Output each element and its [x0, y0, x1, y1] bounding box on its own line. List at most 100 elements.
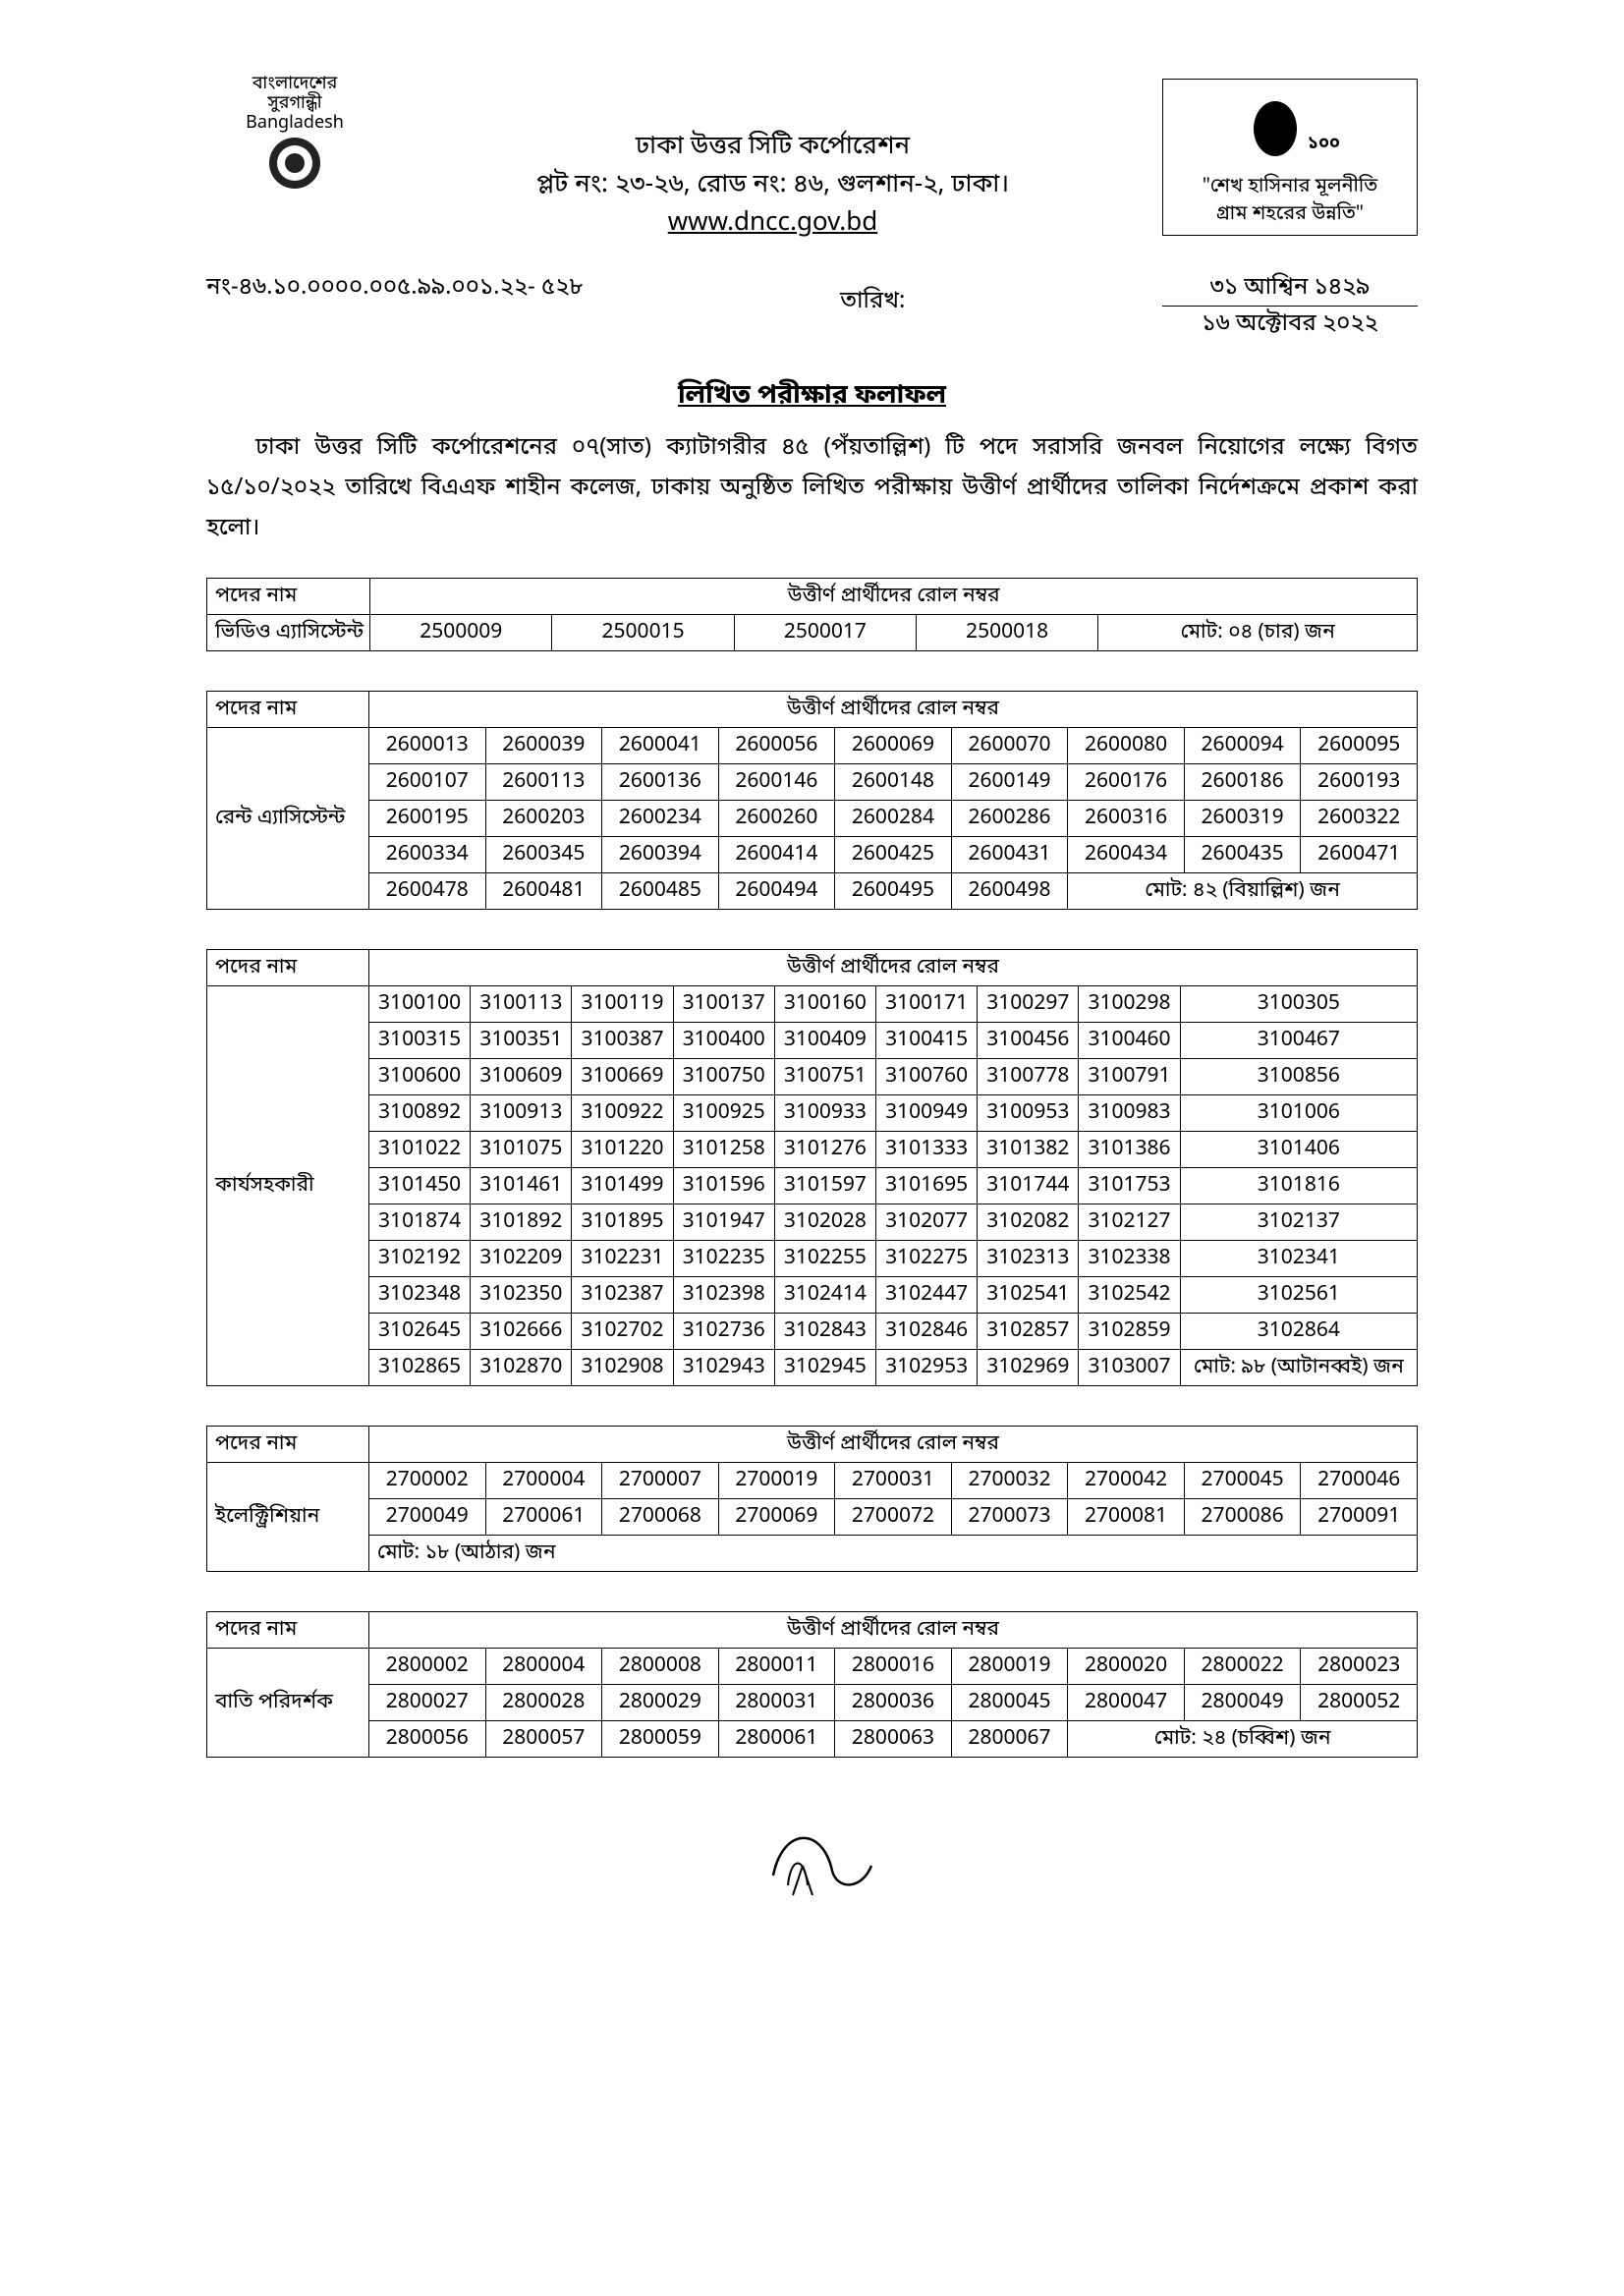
org-website[interactable]: www.dncc.gov.bd — [383, 204, 1162, 243]
post-name: বাতি পরিদর্শক — [207, 1649, 369, 1758]
total: মোট: ৪২ (বিয়াল্লিশ) জন — [1068, 873, 1418, 910]
roll: 2600434 — [1068, 837, 1185, 873]
col-post-label: পদের নাম — [207, 579, 370, 615]
roll: 3102209 — [471, 1241, 572, 1277]
roll: 3101816 — [1180, 1168, 1417, 1204]
memo-number: নং-৪৬.১০.০০০০.০০৫.৯৯.০০১.২২- ৫২৮ — [206, 272, 584, 304]
roll: 2700031 — [835, 1463, 952, 1499]
roll: 3102028 — [774, 1204, 875, 1241]
roll: 3102275 — [876, 1241, 978, 1277]
roll: 2600195 — [369, 801, 486, 837]
roll: 3100791 — [1079, 1059, 1180, 1095]
roll: 2600345 — [485, 837, 602, 873]
roll: 2600481 — [485, 873, 602, 910]
roll: 2600094 — [1184, 728, 1301, 764]
roll: 3102387 — [572, 1277, 673, 1314]
roll: 3100913 — [471, 1095, 572, 1132]
roll: 3100415 — [876, 1023, 978, 1059]
roll: 3100922 — [572, 1095, 673, 1132]
roll: 3102945 — [774, 1350, 875, 1386]
roll: 2700004 — [485, 1463, 602, 1499]
roll: 3101499 — [572, 1168, 673, 1204]
roll: 3100751 — [774, 1059, 875, 1095]
roll: 2800011 — [718, 1649, 835, 1685]
roll: 2600041 — [602, 728, 719, 764]
roll: 2600414 — [718, 837, 835, 873]
roll: 2500015 — [552, 615, 734, 651]
roll: 3100409 — [774, 1023, 875, 1059]
roll: 3102348 — [369, 1277, 471, 1314]
roll: 2600095 — [1301, 728, 1418, 764]
roll: 3102398 — [673, 1277, 774, 1314]
memo-date-row: নং-৪৬.১০.০০০০.০০৫.৯৯.০০১.২২- ৫২৮ তারিখ: … — [206, 272, 1418, 340]
table-video-assistant: পদের নাম উত্তীর্ণ প্রার্থীদের রোল নম্বর … — [206, 578, 1418, 651]
roll: 2700068 — [602, 1499, 719, 1536]
page: বাংলাদেশের সুরগান্ধ্বী Bangladesh ঢাকা উ… — [0, 0, 1624, 2296]
roll: 2800004 — [485, 1649, 602, 1685]
post-name: ইলেক্ট্রিশিয়ান — [207, 1463, 369, 1572]
roll: 2600498 — [951, 873, 1068, 910]
roll: 2800019 — [951, 1649, 1068, 1685]
roll: 3100467 — [1180, 1023, 1417, 1059]
roll: 3102666 — [471, 1314, 572, 1350]
roll: 3102341 — [1180, 1241, 1417, 1277]
roll: 2600322 — [1301, 801, 1418, 837]
roll: 3100298 — [1079, 986, 1180, 1023]
roll: 2700091 — [1301, 1499, 1418, 1536]
roll: 3101895 — [572, 1204, 673, 1241]
roll: 3101022 — [369, 1132, 471, 1168]
table-work-assistant: পদের নাম উত্তীর্ণ প্রার্থীদের রোল নম্বর … — [206, 949, 1418, 1386]
roll: 3101874 — [369, 1204, 471, 1241]
roll: 2800063 — [835, 1721, 952, 1758]
roll: 2600186 — [1184, 764, 1301, 801]
roll: 3101892 — [471, 1204, 572, 1241]
roll: 2600478 — [369, 873, 486, 910]
roll: 3100456 — [978, 1023, 1079, 1059]
roll: 3101461 — [471, 1168, 572, 1204]
roll: 2600149 — [951, 764, 1068, 801]
date-block: ৩১ আশ্বিন ১৪২৯ ১৬ অক্টোবর ২০২২ — [1162, 272, 1418, 340]
roll: 3102082 — [978, 1204, 1079, 1241]
col-post-label: পদের নাম — [207, 1427, 369, 1463]
roll: 3102561 — [1180, 1277, 1417, 1314]
roll: 3102843 — [774, 1314, 875, 1350]
col-roll-label: উত্তীর্ণ প্রার্থীদের রোল নম্বর — [369, 1612, 1418, 1649]
roll: 3100113 — [471, 986, 572, 1023]
roll: 2600070 — [951, 728, 1068, 764]
roll: 2600435 — [1184, 837, 1301, 873]
roll: 3102137 — [1180, 1204, 1417, 1241]
roll: 3102235 — [673, 1241, 774, 1277]
roll: 3102859 — [1079, 1314, 1180, 1350]
roll: 3102077 — [876, 1204, 978, 1241]
roll: 3100609 — [471, 1059, 572, 1095]
roll: 3100387 — [572, 1023, 673, 1059]
roll: 3101450 — [369, 1168, 471, 1204]
roll: 2800049 — [1184, 1685, 1301, 1721]
roll: 3100750 — [673, 1059, 774, 1095]
roll: 3101382 — [978, 1132, 1079, 1168]
roll: 2700072 — [835, 1499, 952, 1536]
signature-icon — [714, 1797, 911, 1905]
center-heading: ঢাকা উত্তর সিটি কর্পোরেশন প্লট নং: ২৩-২৬… — [383, 79, 1162, 243]
roll: 3101006 — [1180, 1095, 1417, 1132]
roll: 2600148 — [835, 764, 952, 801]
roll: 3100460 — [1079, 1023, 1180, 1059]
roll: 3102447 — [876, 1277, 978, 1314]
total: মোট: ৯৮ (আটানব্বই) জন — [1180, 1350, 1417, 1386]
roll: 3100315 — [369, 1023, 471, 1059]
roll: 2800067 — [951, 1721, 1068, 1758]
roll: 2500018 — [917, 615, 1098, 651]
org-name: ঢাকা উত্তর সিটি কর্পোরেশন — [383, 128, 1162, 166]
roll: 3100983 — [1079, 1095, 1180, 1132]
roll: 3102350 — [471, 1277, 572, 1314]
roll: 2800047 — [1068, 1685, 1185, 1721]
roll: 3102702 — [572, 1314, 673, 1350]
roll: 2800031 — [718, 1685, 835, 1721]
total: মোট: ২৪ (চব্বিশ) জন — [1068, 1721, 1418, 1758]
roll: 3100297 — [978, 986, 1079, 1023]
roll: 3102864 — [1180, 1314, 1417, 1350]
roll: 3102953 — [876, 1350, 978, 1386]
roll: 2700019 — [718, 1463, 835, 1499]
roll: 2700007 — [602, 1463, 719, 1499]
roll: 3102846 — [876, 1314, 978, 1350]
